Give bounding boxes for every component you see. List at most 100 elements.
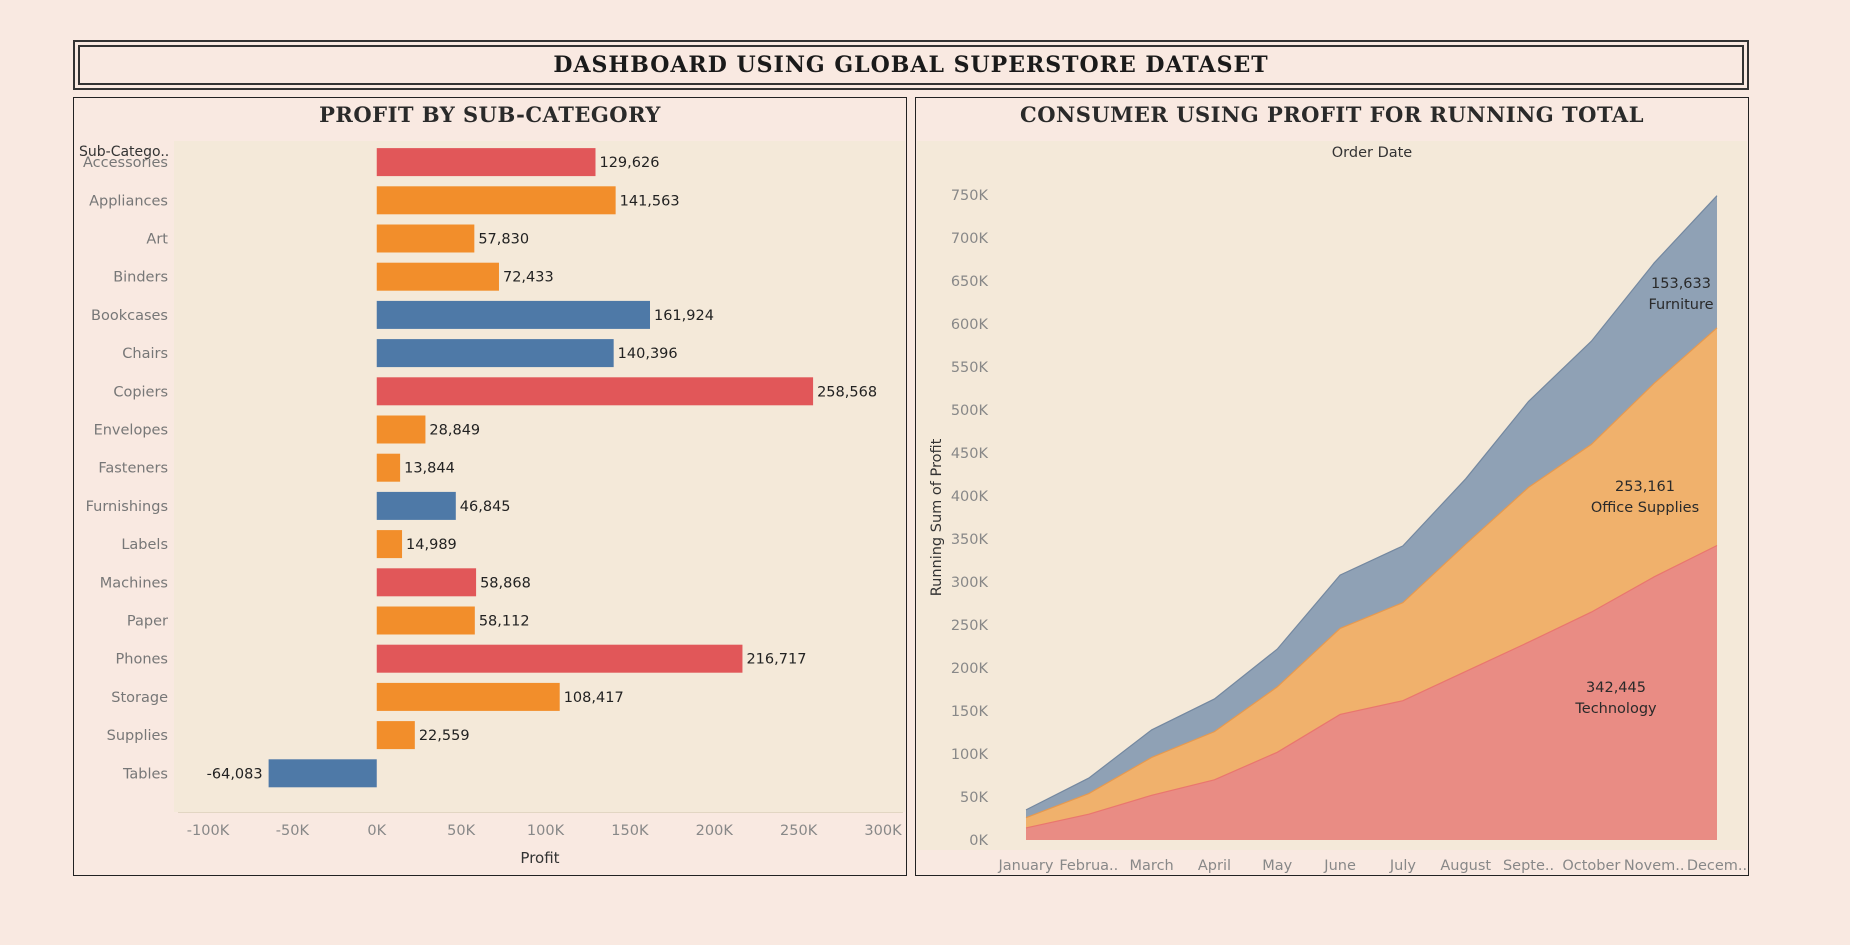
- bar[interactable]: [376, 415, 426, 444]
- bar-value-label: 58,112: [479, 614, 530, 630]
- bar-chart[interactable]: Sub-Catego..Accessories 129,626 Appliances…: [74, 98, 906, 875]
- bar-value-label: 258,568: [817, 384, 877, 400]
- bar-value-label: 129,626: [599, 155, 659, 171]
- top-axis-label: Order Date: [1332, 145, 1413, 161]
- category-label: Labels: [121, 537, 168, 553]
- bar[interactable]: [268, 759, 377, 788]
- x-tick-label: 250K: [780, 823, 818, 839]
- x-tick-label: -50K: [276, 823, 310, 839]
- category-label: Chairs: [122, 346, 168, 362]
- category-label: Appliances: [89, 193, 168, 209]
- bar-value-label: 57,830: [478, 232, 529, 248]
- bar-value-label: 108,417: [564, 690, 624, 706]
- x-tick-label: Septe..: [1503, 858, 1554, 874]
- bar-value-label: 13,844: [404, 461, 455, 477]
- y-tick-label: 50K: [960, 790, 988, 806]
- profit-by-subcategory-panel[interactable]: PROFIT BY SUB-CATEGORY Sub-Catego.. Acces…: [73, 97, 907, 876]
- x-tick-label: March: [1130, 858, 1174, 874]
- x-tick-label: July: [1389, 858, 1416, 874]
- bar[interactable]: [376, 606, 475, 635]
- bar[interactable]: [376, 682, 560, 711]
- y-tick-label: 550K: [951, 360, 989, 376]
- category-label: Furnishings: [86, 499, 168, 515]
- series-name-label: Furniture: [1648, 297, 1713, 313]
- area-office-supplies[interactable]: [1026, 327, 1717, 828]
- category-label: Fasteners: [98, 461, 168, 477]
- bar[interactable]: [376, 453, 401, 482]
- category-label: Accessories: [83, 155, 168, 171]
- bar[interactable]: [376, 148, 596, 177]
- category-label: Envelopes: [94, 423, 168, 439]
- y-tick-label: 0K: [969, 833, 988, 849]
- bar-value-label: 161,924: [654, 308, 714, 324]
- bar[interactable]: [376, 262, 499, 291]
- y-tick-label: 600K: [951, 317, 989, 333]
- x-tick-label: June: [1323, 858, 1356, 874]
- y-tick-label: 200K: [951, 661, 989, 677]
- bar-value-label: 140,396: [618, 346, 678, 362]
- y-tick-label: 750K: [951, 188, 989, 204]
- x-tick-label: 50K: [447, 823, 475, 839]
- dashboard-title: DASHBOARD USING GLOBAL SUPERSTORE DATASE…: [553, 52, 1269, 78]
- bar-value-label: 28,849: [429, 423, 480, 439]
- series-name-label: Technology: [1574, 701, 1657, 717]
- x-tick-label: Decem..: [1687, 858, 1747, 874]
- area-chart-title: CONSUMER USING PROFIT FOR RUNNING TOTAL: [1020, 102, 1644, 127]
- area-edge-line: [1025, 544, 1718, 829]
- area-edge-line: [1025, 195, 1718, 811]
- bar-value-label: 22,559: [419, 728, 470, 744]
- series-name-label: Office Supplies: [1591, 500, 1699, 516]
- category-label: Supplies: [107, 728, 168, 744]
- bar-value-label: 14,989: [406, 537, 457, 553]
- y-axis-title: Running Sum of Profit: [929, 438, 945, 596]
- category-label: Bookcases: [91, 308, 168, 324]
- bar[interactable]: [376, 568, 477, 597]
- bar[interactable]: [376, 644, 743, 673]
- y-tick-label: 300K: [951, 575, 989, 591]
- x-tick-label: 100K: [527, 823, 565, 839]
- x-tick-label: -100K: [187, 823, 230, 839]
- bar[interactable]: [376, 721, 415, 750]
- series-end-value: 253,161: [1615, 479, 1675, 495]
- x-tick-label: Februa..: [1059, 858, 1118, 874]
- bar[interactable]: [376, 224, 475, 253]
- row-header: Sub-Catego..: [79, 144, 169, 160]
- x-tick-label: 0K: [367, 823, 386, 839]
- bar[interactable]: [376, 377, 814, 406]
- x-axis-title: Profit: [520, 849, 559, 867]
- y-tick-label: 700K: [951, 231, 989, 247]
- area-technology[interactable]: [1026, 545, 1717, 840]
- bar[interactable]: [376, 300, 650, 329]
- bar-value-label: 216,717: [746, 652, 806, 668]
- x-tick-label: 300K: [864, 823, 902, 839]
- area-edge-line: [1025, 327, 1718, 819]
- x-tick-label: April: [1198, 858, 1231, 874]
- running-total-panel[interactable]: CONSUMER USING PROFIT FOR RUNNING TOTAL …: [915, 97, 1749, 876]
- y-tick-label: 450K: [951, 446, 989, 462]
- x-tick-label: 150K: [611, 823, 649, 839]
- category-label: Paper: [127, 614, 168, 630]
- bar-value-label: 58,868: [480, 575, 531, 591]
- bar[interactable]: [376, 339, 614, 368]
- bar[interactable]: [376, 491, 456, 520]
- x-tick-label: January: [998, 858, 1054, 874]
- y-tick-label: 100K: [951, 747, 989, 763]
- plot-area: [174, 141, 905, 812]
- dashboard-title-box: DASHBOARD USING GLOBAL SUPERSTORE DATASE…: [73, 40, 1749, 90]
- y-tick-label: 250K: [951, 618, 989, 634]
- x-tick-label: 200K: [696, 823, 734, 839]
- bar[interactable]: [376, 530, 403, 559]
- series-end-value: 153,633: [1651, 276, 1711, 292]
- y-tick-label: 150K: [951, 704, 989, 720]
- y-tick-label: 650K: [951, 274, 989, 290]
- area-chart[interactable]: Order Date 0K 50K 100K 150K 200K 250K 300K 350K 4…: [916, 98, 1748, 875]
- x-tick-label: Novem..: [1624, 858, 1685, 874]
- x-tick-label: October: [1562, 858, 1620, 874]
- y-tick-label: 500K: [951, 403, 989, 419]
- bar-chart-title: PROFIT BY SUB-CATEGORY: [319, 102, 661, 127]
- category-label: Storage: [111, 690, 168, 706]
- bar[interactable]: [376, 186, 616, 215]
- category-label: Copiers: [113, 384, 168, 400]
- bar-value-label: -64,083: [207, 766, 263, 782]
- category-label: Machines: [100, 575, 168, 591]
